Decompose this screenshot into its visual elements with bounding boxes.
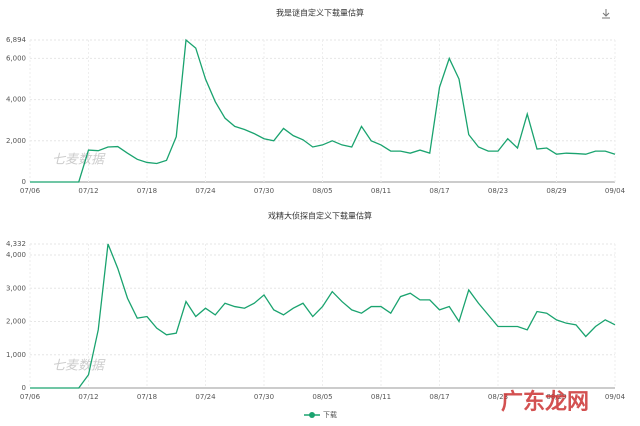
x-tick-label: 07/24 xyxy=(195,187,216,195)
chart-title: 戏精大侦探自定义下载量估算 xyxy=(268,211,372,221)
watermark: 七麦数据 xyxy=(52,359,106,374)
y-tick-label: 4,000 xyxy=(6,251,26,259)
y-tick-label: 4,332 xyxy=(6,240,26,248)
x-tick-label: 07/12 xyxy=(78,393,98,401)
x-tick-label: 08/05 xyxy=(312,187,332,195)
x-tick-label: 08/05 xyxy=(312,393,332,401)
y-tick-label: 0 xyxy=(22,384,26,392)
x-tick-label: 08/17 xyxy=(429,393,449,401)
x-tick-label: 07/30 xyxy=(254,187,274,195)
y-tick-label: 4,000 xyxy=(6,96,26,104)
x-tick-label: 08/23 xyxy=(488,187,508,195)
x-tick-label: 08/11 xyxy=(371,187,391,195)
x-tick-label: 07/24 xyxy=(195,393,216,401)
x-tick-label: 07/06 xyxy=(20,393,41,401)
y-tick-label: 3,000 xyxy=(6,284,26,292)
x-tick-label: 08/17 xyxy=(429,187,449,195)
y-tick-label: 2,000 xyxy=(6,137,26,145)
series-line xyxy=(30,38,616,183)
x-tick-label: 08/29 xyxy=(546,393,566,401)
watermark: 七麦数据 xyxy=(52,153,106,168)
y-tick-label: 2,000 xyxy=(6,318,26,326)
y-tick-label: 0 xyxy=(22,178,26,186)
y-tick-label: 6,000 xyxy=(6,54,26,62)
download-icon[interactable] xyxy=(602,9,610,19)
icon-stroke xyxy=(602,12,610,17)
x-tick-label: 08/11 xyxy=(371,393,391,401)
x-tick-label: 07/30 xyxy=(254,393,274,401)
series-line xyxy=(30,243,616,389)
x-tick-label: 09/04 xyxy=(605,187,626,195)
x-tick-label: 09/04 xyxy=(605,393,626,401)
legend-marker xyxy=(309,412,315,418)
chart-title: 我是谜自定义下载量估算 xyxy=(276,8,364,18)
x-tick-label: 08/29 xyxy=(546,187,566,195)
x-tick-label: 08/23 xyxy=(488,393,508,401)
y-tick-label: 1,000 xyxy=(6,351,26,359)
x-tick-label: 07/12 xyxy=(78,187,98,195)
x-tick-label: 07/18 xyxy=(137,393,157,401)
overlay-logo: 广东龙网 xyxy=(501,389,589,415)
y-tick-label: 6,894 xyxy=(6,36,27,44)
x-tick-label: 07/06 xyxy=(20,187,41,195)
legend-label: 下载 xyxy=(323,410,337,419)
x-tick-label: 07/18 xyxy=(137,187,157,195)
